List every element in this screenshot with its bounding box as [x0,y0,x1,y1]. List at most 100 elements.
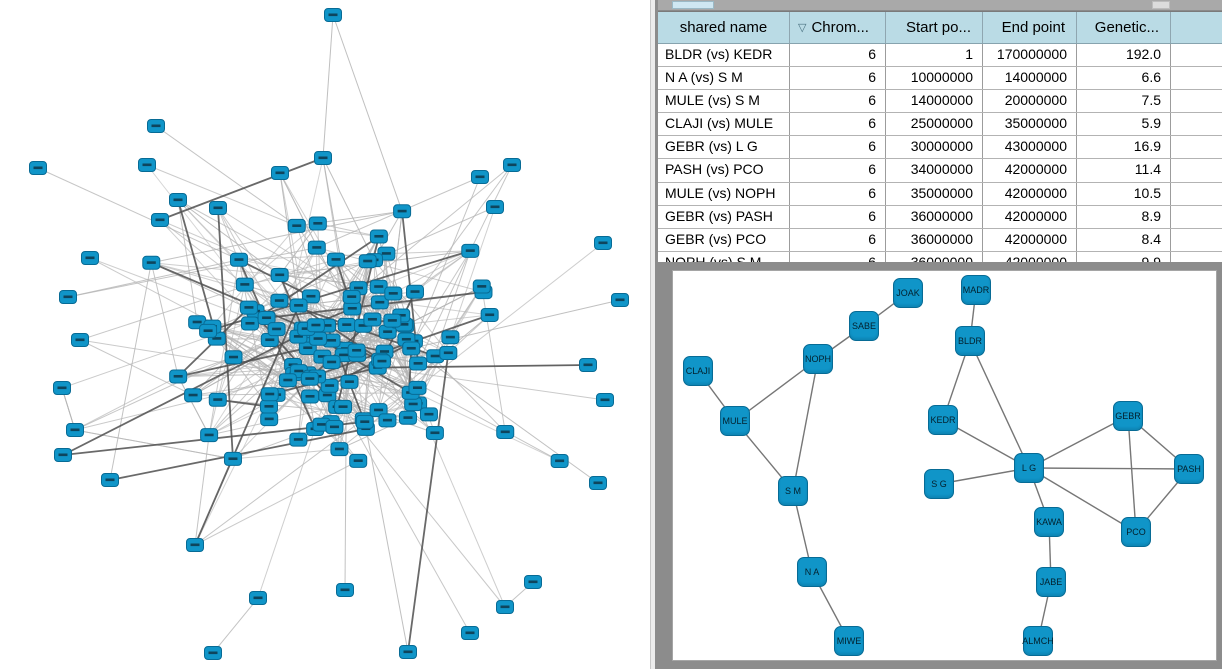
network-edge[interactable] [298,304,381,361]
horizontal-scrollbar[interactable] [658,0,1222,11]
network-edge[interactable] [89,257,294,366]
network-node-miwe[interactable]: MIWE [834,626,864,656]
table-cell[interactable]: 42000000 [983,228,1077,251]
scrollbar-box[interactable] [1152,1,1170,9]
network-node[interactable] [53,381,71,395]
network-node-pash[interactable]: PASH [1174,454,1204,484]
network-edge[interactable] [79,339,194,396]
network-node-na[interactable]: N A [797,557,827,587]
network-node[interactable] [402,341,421,356]
network-node[interactable] [240,316,259,331]
column-header-chrom-[interactable]: ▽ Chrom... [790,12,886,43]
network-node[interactable] [224,350,243,365]
network-node[interactable] [399,645,417,659]
network-node[interactable] [289,298,308,313]
network-edge-lg-pash[interactable] [1028,467,1190,470]
network-node-pco[interactable]: PCO [1121,517,1151,547]
table-cell[interactable]: 6 [790,136,886,159]
network-node[interactable] [425,425,444,440]
network-node-joak[interactable]: JOAK [893,278,923,308]
table-cell[interactable]: 42000000 [983,182,1077,205]
network-node[interactable] [138,158,156,172]
network-node[interactable] [320,378,339,393]
network-node[interactable] [419,407,438,422]
network-node[interactable] [336,583,354,597]
table-cell[interactable]: 1 [886,44,983,67]
table-cell[interactable]: 11.4 [1077,159,1171,182]
network-edge[interactable] [393,250,471,294]
table-cell[interactable]: 7.5 [1077,90,1171,113]
filter-icon[interactable]: ▽ [798,22,807,34]
network-node[interactable] [147,119,165,133]
table-cell[interactable]: GEBR (vs) L G [658,136,790,159]
network-node[interactable] [441,330,460,345]
network-node[interactable] [393,204,412,219]
table-cell[interactable]: 8.9 [1077,205,1171,228]
network-edge[interactable] [413,250,471,342]
network-node[interactable] [471,170,489,184]
network-node[interactable] [259,399,278,414]
network-node[interactable] [59,290,77,304]
table-cell[interactable]: 35000000 [886,182,983,205]
network-edge[interactable] [67,259,240,298]
network-edge[interactable] [155,125,298,227]
network-node-jabe[interactable]: JABE [1036,567,1066,597]
network-node[interactable] [301,389,320,404]
table-cell[interactable]: 6 [790,228,886,251]
network-node[interactable] [349,453,368,468]
table-cell[interactable]: PASH (vs) PCO [658,159,790,182]
network-node[interactable] [337,317,356,332]
network-node[interactable] [270,293,289,308]
network-edge[interactable] [317,223,379,237]
network-node[interactable] [439,345,458,360]
table-cell[interactable]: 14000000 [983,67,1077,90]
network-node[interactable] [169,369,188,384]
network-edge[interactable] [386,250,471,255]
table-cell[interactable]: 6 [790,44,886,67]
network-edge[interactable] [74,376,179,431]
network-node[interactable] [409,356,428,371]
table-cell[interactable]: 36000000 [886,228,983,251]
network-edge[interactable] [279,223,319,276]
network-node[interactable] [169,193,187,207]
network-edge[interactable] [177,199,348,326]
network-node[interactable] [579,358,597,372]
network-node[interactable] [184,388,203,403]
network-node[interactable] [330,442,349,457]
network-node[interactable] [289,432,308,447]
network-edge[interactable] [403,314,490,326]
network-edge[interactable] [177,199,218,339]
table-cell[interactable]: 6 [790,67,886,90]
network-node[interactable] [327,252,346,267]
network-edge[interactable] [249,235,380,325]
network-node-kedr[interactable]: KEDR [928,405,958,435]
network-edge-gebr-pco[interactable] [1127,415,1137,533]
network-edge[interactable] [255,259,337,312]
subnetwork-view[interactable]: JOAK SABE NOPH CLAJI MULE S M N A MIWE MADR BLDR K… [672,270,1217,661]
network-node[interactable] [101,473,119,487]
network-edge[interactable] [194,435,210,546]
network-node[interactable] [267,322,286,337]
table-cell[interactable]: GEBR (vs) PASH [658,205,790,228]
network-node[interactable] [307,240,326,255]
table-cell[interactable]: 35000000 [983,113,1077,136]
network-node[interactable] [405,284,424,299]
network-edge[interactable] [378,250,471,288]
network-node[interactable] [355,414,374,429]
network-node[interactable] [208,392,227,407]
network-node[interactable] [271,166,289,180]
network-node[interactable] [309,331,328,346]
table-row[interactable]: N A (vs) S M 6 10000000 14000000 6.6 [658,67,1222,91]
network-edge[interactable] [146,164,297,227]
network-node-almch[interactable]: ALMCH [1022,626,1054,656]
network-node[interactable] [372,354,391,369]
table-row[interactable]: GEBR (vs) L G 6 30000000 43000000 16.9 [658,136,1222,160]
network-node[interactable] [461,626,479,640]
network-node[interactable] [503,158,521,172]
network-node[interactable] [81,251,99,265]
network-edge[interactable] [208,328,307,436]
table-row[interactable]: MULE (vs) NOPH 6 35000000 42000000 10.5 [658,182,1222,206]
table-row[interactable]: MULE (vs) S M 6 14000000 20000000 7.5 [658,90,1222,114]
network-edge[interactable] [332,14,403,212]
network-node[interactable] [324,8,342,22]
